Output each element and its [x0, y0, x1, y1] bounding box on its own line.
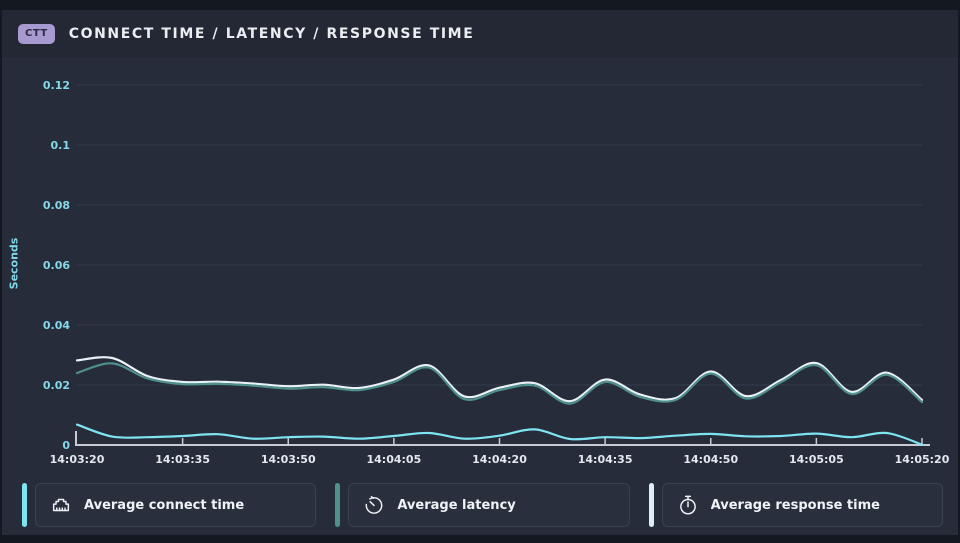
legend-color-bar-latency [335, 483, 341, 527]
chart-panel: CTT CONNECT TIME / LATENCY / RESPONSE TI… [2, 10, 958, 535]
svg-text:14:03:20: 14:03:20 [50, 453, 105, 466]
svg-text:14:03:50: 14:03:50 [261, 453, 316, 466]
panel-badge: CTT [18, 23, 55, 44]
svg-text:14:04:20: 14:04:20 [472, 453, 527, 466]
clock-icon [363, 494, 385, 516]
legend-group-response: Average response time [648, 483, 943, 527]
chart-area: Seconds 0 0.02 0.04 0.06 0.08 0.1 0.12 14:03:20… [2, 57, 958, 478]
x-axis: 14:03:20 14:03:35 14:03:50 14:04:05 14:04:20… [50, 431, 950, 466]
legend-color-bar-connect [22, 483, 27, 527]
svg-text:0.04: 0.04 [43, 319, 70, 332]
legend-item-latency[interactable]: Average latency [348, 483, 630, 527]
legend-item-response-time[interactable]: Average response time [661, 483, 943, 527]
stopwatch-icon [677, 494, 699, 516]
svg-text:0.06: 0.06 [43, 259, 70, 272]
svg-text:14:03:35: 14:03:35 [155, 453, 210, 466]
legend-color-bar-response [648, 483, 654, 527]
svg-text:0.08: 0.08 [43, 199, 70, 212]
ethernet-icon [50, 494, 72, 516]
svg-text:14:05:05: 14:05:05 [789, 453, 844, 466]
svg-text:0.1: 0.1 [51, 139, 71, 152]
y-tick-labels: 0 0.02 0.04 0.06 0.08 0.1 0.12 [43, 79, 70, 452]
panel-header: CTT CONNECT TIME / LATENCY / RESPONSE TI… [2, 10, 958, 57]
svg-text:14:05:20: 14:05:20 [895, 453, 950, 466]
legend-label: Average latency [397, 497, 516, 513]
panel-title: CONNECT TIME / LATENCY / RESPONSE TIME [68, 25, 475, 42]
svg-text:0.02: 0.02 [43, 379, 70, 392]
svg-text:14:04:50: 14:04:50 [683, 453, 738, 466]
svg-text:0: 0 [62, 439, 70, 452]
legend-label: Average connect time [84, 497, 245, 513]
chart-legend: Average connect time Average latency [2, 478, 958, 527]
legend-group-connect: Average connect time [22, 483, 317, 527]
svg-text:14:04:35: 14:04:35 [578, 453, 633, 466]
series-line-average-response-time [75, 356, 924, 403]
legend-group-latency: Average latency [335, 483, 630, 527]
svg-text:14:04:05: 14:04:05 [367, 453, 422, 466]
svg-text:0.12: 0.12 [43, 79, 70, 92]
series-line-average-connect-time [75, 423, 924, 446]
legend-label: Average response time [710, 497, 880, 513]
legend-item-connect-time[interactable]: Average connect time [35, 483, 317, 527]
series-line-average-latency [75, 362, 924, 405]
grid-lines [77, 84, 922, 386]
chart-canvas[interactable]: 0 0.02 0.04 0.06 0.08 0.1 0.12 14:03:20 14:03:35… [2, 57, 960, 478]
